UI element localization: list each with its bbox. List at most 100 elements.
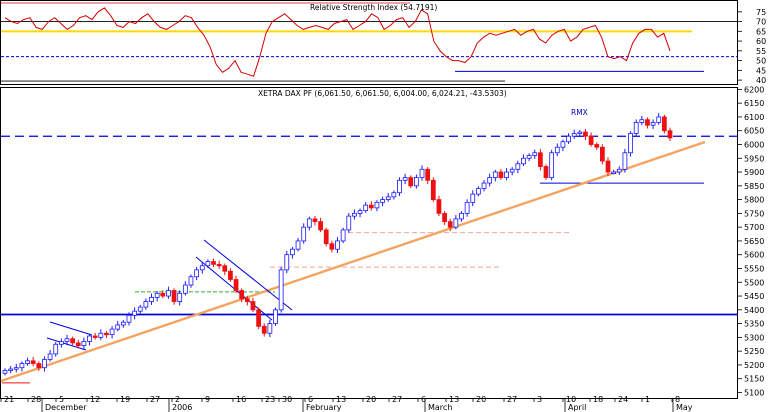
candle-body xyxy=(667,130,673,139)
orange-trendline xyxy=(0,140,706,383)
candle-body xyxy=(583,131,588,137)
x-tick-label: 6 xyxy=(308,395,313,404)
candle-body xyxy=(447,221,453,228)
x-tick-label: 20 xyxy=(366,395,376,404)
month-label: 2006 xyxy=(172,403,192,412)
price-y-tick-label: 5550 xyxy=(744,264,764,273)
candle-body xyxy=(256,309,261,327)
candle-body xyxy=(633,122,639,134)
x-tick-label: 27 xyxy=(392,395,402,404)
price-y-tick-label: 5100 xyxy=(744,388,764,397)
candle-body xyxy=(222,265,228,272)
price-y-axis: 5100 5150 5200 5250 5300 5350 5400 5450 5500 5550… xyxy=(738,85,764,397)
candle-body xyxy=(53,343,59,355)
x-tick-label: 8 xyxy=(675,395,680,404)
rsi-levels xyxy=(1,2,738,82)
candle-body xyxy=(577,131,583,134)
candle-body xyxy=(126,314,132,323)
month-label: March xyxy=(428,403,452,412)
x-tick-label: 28 xyxy=(31,395,41,404)
price-y-tick-label: 5900 xyxy=(744,168,764,177)
candle-body xyxy=(137,306,143,312)
candle-body xyxy=(273,309,278,325)
price-y-tick-label: 5500 xyxy=(744,278,764,287)
price-y-tick-label: 6100 xyxy=(744,113,764,122)
candle-body xyxy=(2,370,8,374)
candle-body xyxy=(75,342,81,347)
x-tick-label: 18 xyxy=(593,395,603,404)
candle-body xyxy=(476,188,481,195)
x-tick-label: 3 xyxy=(537,395,542,404)
candle-body xyxy=(261,325,267,334)
candle-body xyxy=(306,218,312,228)
rsi-y-tick-label: 55 xyxy=(756,47,766,56)
x-tick-label: 21 xyxy=(4,395,14,404)
candle-body xyxy=(549,152,555,178)
month-label: December xyxy=(45,403,87,412)
price-y-tick-label: 5850 xyxy=(744,182,764,191)
candle-body xyxy=(414,177,419,187)
candle-body xyxy=(402,177,408,181)
candle-body xyxy=(661,116,667,132)
price-y-tick-label: 6200 xyxy=(744,85,764,94)
rsi-y-tick-label: 40 xyxy=(756,76,766,85)
candle-body xyxy=(521,157,526,165)
candle-body xyxy=(628,133,633,154)
price-y-tick-label: 5150 xyxy=(744,375,764,384)
candle-body xyxy=(538,152,543,167)
candle-body xyxy=(211,261,216,265)
rsi-y-tick-label: 50 xyxy=(756,57,766,66)
candle-body xyxy=(216,263,222,267)
x-tick-label: 19 xyxy=(120,395,130,404)
x-tick-label: 16 xyxy=(236,395,246,404)
x-tick-label: 6 xyxy=(421,395,426,404)
rsi-y-tick-label: 75 xyxy=(756,8,766,17)
x-tick-label: 12 xyxy=(90,395,100,404)
candle-body xyxy=(87,335,92,342)
candle-body xyxy=(588,135,594,145)
candle-body xyxy=(199,265,205,271)
candle-body xyxy=(543,166,549,178)
candle-body xyxy=(340,229,346,242)
candle-body xyxy=(385,196,391,201)
candlesticks xyxy=(2,113,673,376)
candle-body xyxy=(30,360,36,364)
candle-body xyxy=(464,201,470,214)
price-panel: XETRA DAX PF (6,061.50, 6,061.50, 6,004.… xyxy=(0,85,764,399)
rmx-annotation: RMX xyxy=(571,108,588,117)
rsi-series-line xyxy=(4,7,671,77)
candle-body xyxy=(380,199,385,203)
trendline xyxy=(0,140,706,383)
price-y-tick-label: 6150 xyxy=(744,99,764,108)
x-tick-label: 1 xyxy=(645,395,650,404)
candle-body xyxy=(509,168,515,173)
candle-body xyxy=(425,168,431,181)
candle-body xyxy=(42,359,47,369)
candle-body xyxy=(363,204,369,212)
candle-body xyxy=(656,116,662,123)
candle-body xyxy=(498,171,504,178)
month-label: May xyxy=(676,403,693,412)
candle-body xyxy=(560,141,566,148)
candle-body xyxy=(194,269,199,278)
candle-body xyxy=(639,119,645,123)
candle-body xyxy=(295,240,301,250)
x-tick-label: 27 xyxy=(507,395,517,404)
candle-body xyxy=(442,212,447,223)
candle-body xyxy=(228,270,233,280)
price-frame xyxy=(0,87,738,399)
candle-body xyxy=(352,212,357,217)
candle-body xyxy=(205,261,211,267)
candle-body xyxy=(571,133,577,137)
candle-body xyxy=(182,284,188,294)
candle-body xyxy=(166,290,171,297)
candle-body xyxy=(323,229,329,245)
candle-body xyxy=(600,146,605,162)
x-tick-label: 30 xyxy=(282,395,292,404)
candle-body xyxy=(177,292,183,302)
rsi-frame xyxy=(0,0,738,85)
candle-body xyxy=(470,193,476,203)
candle-body xyxy=(244,298,250,302)
